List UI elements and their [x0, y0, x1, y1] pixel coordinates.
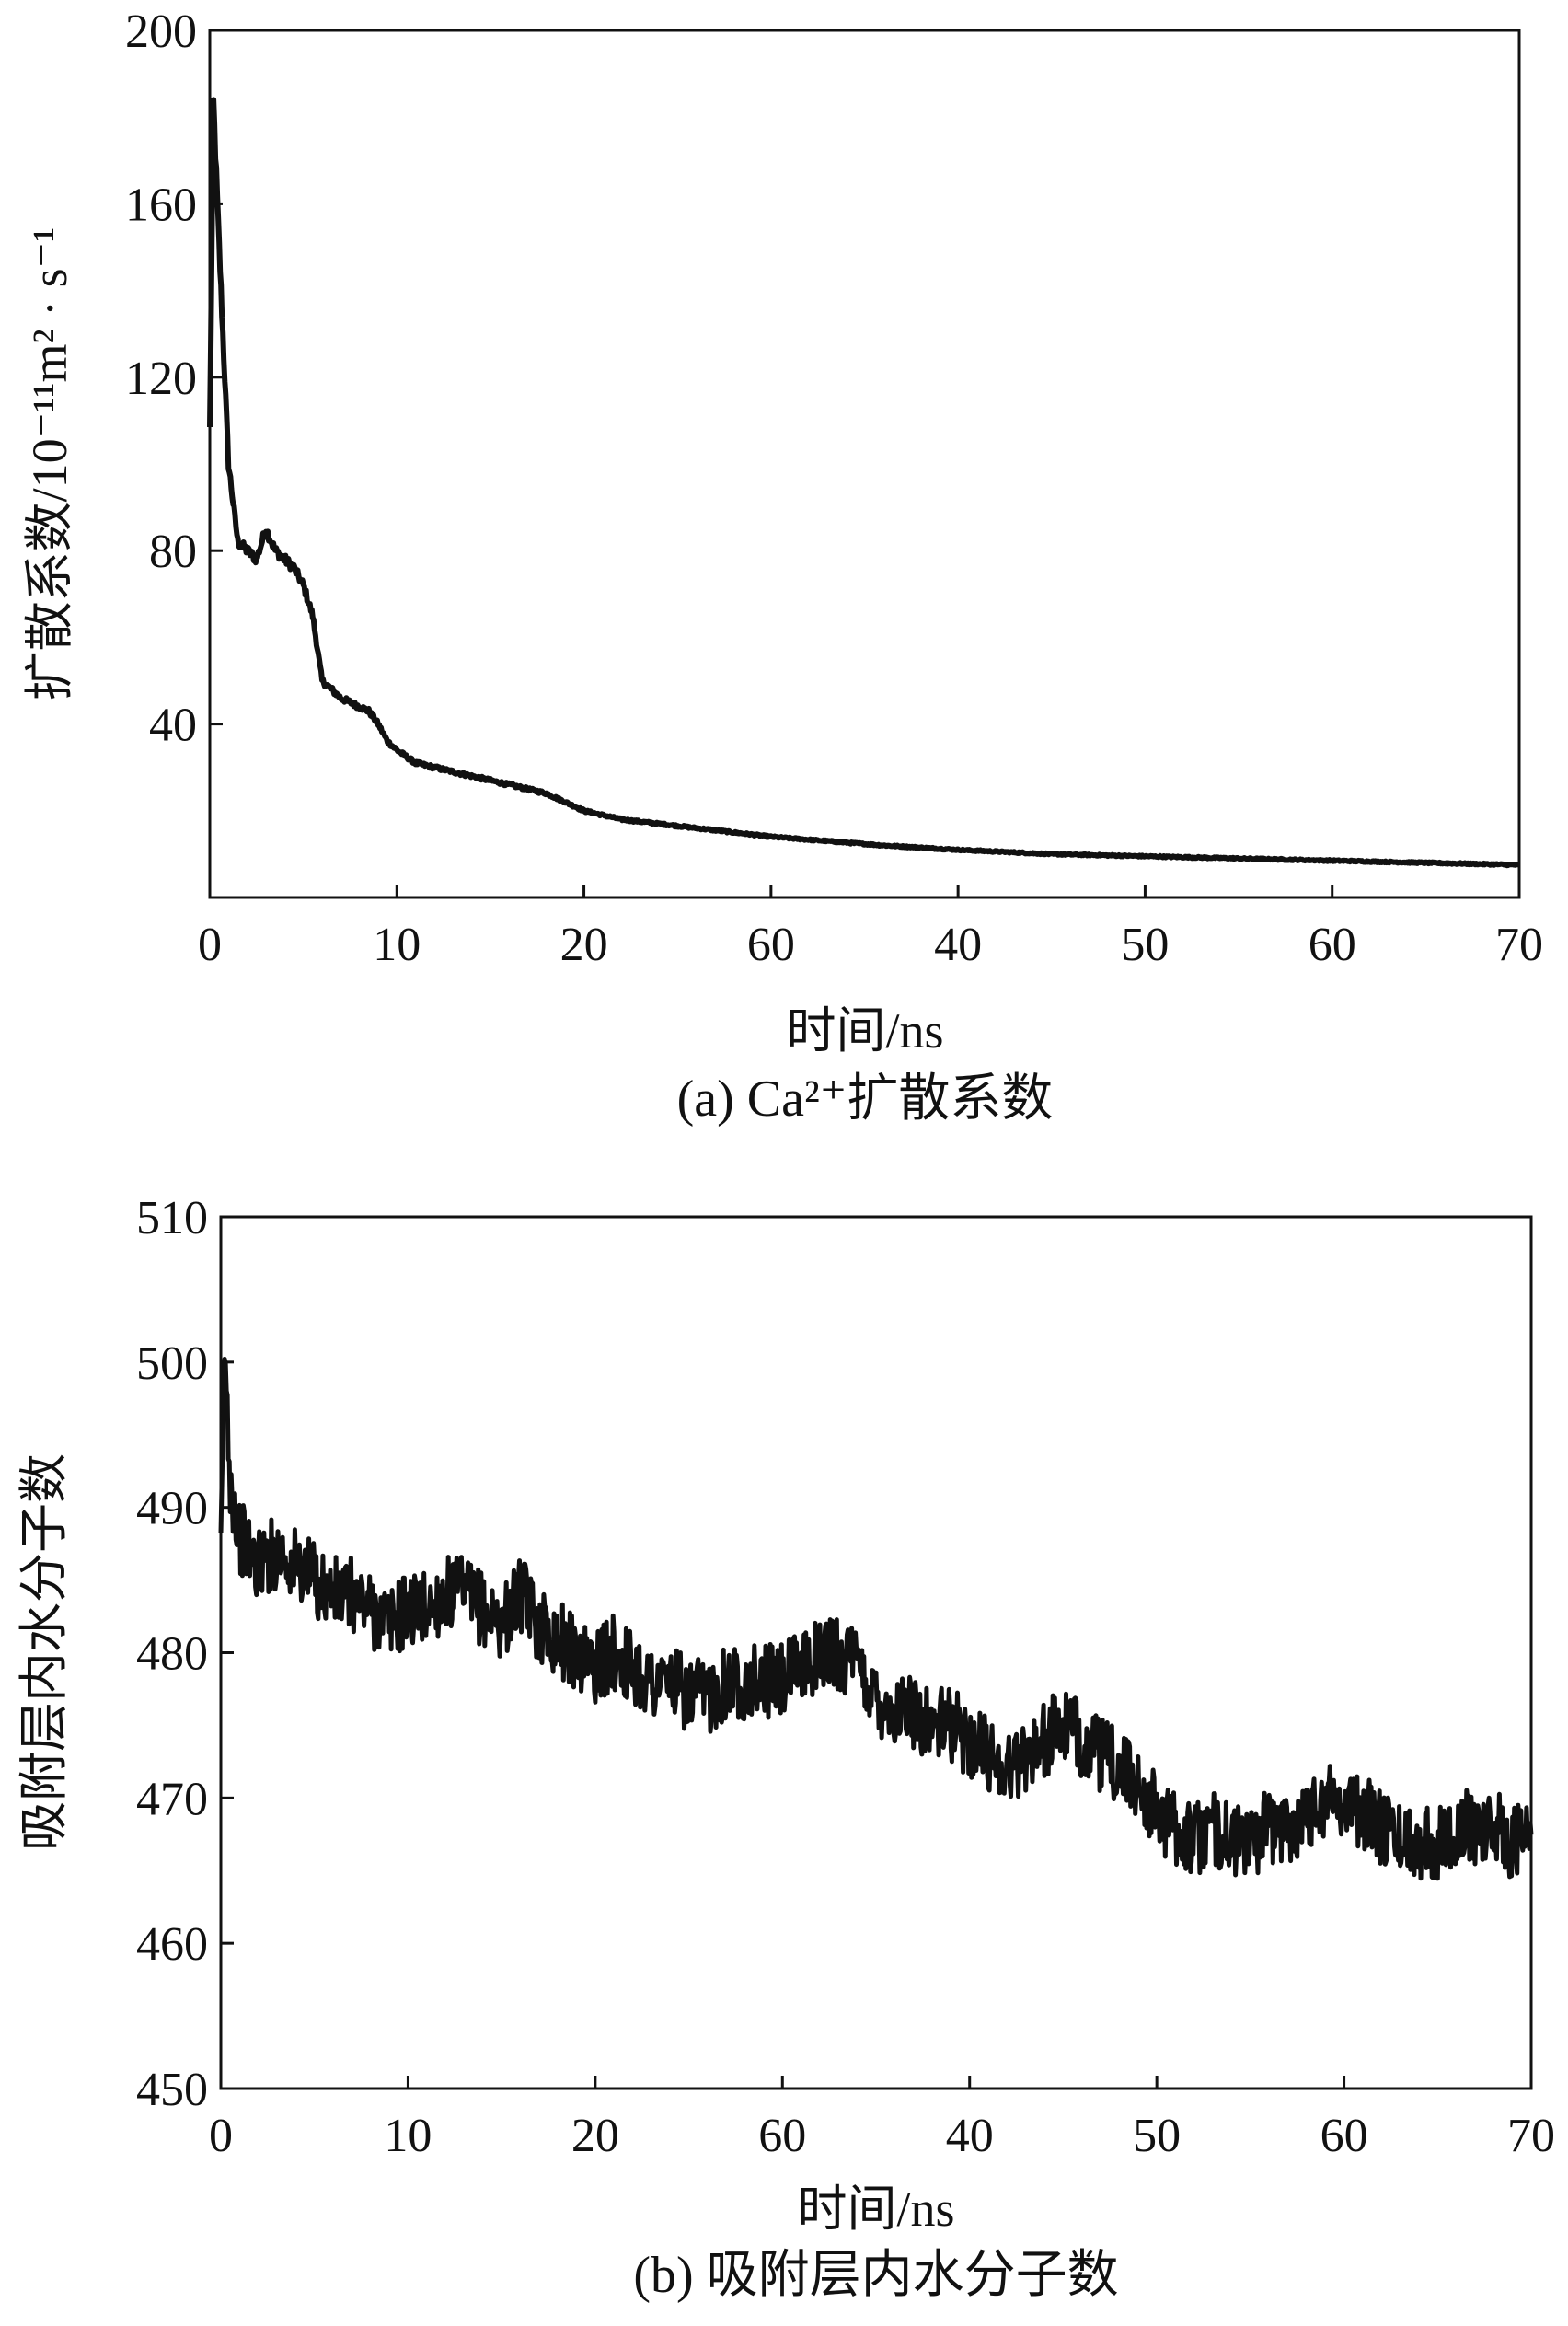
x-tick-label-a: 40: [934, 919, 982, 971]
x-tick-label-b: 40: [946, 2110, 994, 2162]
y-tick-label-a: 160: [125, 179, 197, 231]
y-tick-label-b: 510: [136, 1192, 208, 1244]
y-tick-label-b: 450: [136, 2064, 208, 2116]
x-tick-label-b: 10: [384, 2110, 432, 2162]
x-tick-label-b: 0: [209, 2110, 233, 2162]
series-line-a: [207, 97, 1521, 869]
x-tick-label-b: 60: [1320, 2110, 1368, 2162]
x-tick-label-a: 50: [1121, 919, 1169, 971]
x-tick-label-a: 10: [373, 919, 421, 971]
y-tick-label-a: 80: [149, 526, 197, 578]
x-axis-title-a: 时间/ns: [786, 1003, 943, 1059]
x-tick-label-b: 70: [1507, 2110, 1555, 2162]
x-tick-label-a: 0: [198, 919, 222, 971]
y-tick-label-b: 480: [136, 1628, 208, 1681]
caption-b: (b) 吸附层内水分子数: [633, 2247, 1118, 2304]
diffusion-coefficient-chart: 0 10 20 60 40 50 60 70 40 80 120 160 200 扩散系数/10⁻¹¹m…: [22, 6, 1543, 1128]
x-tick-label-b: 20: [571, 2110, 619, 2162]
y-axis-title-a: 扩散系数/10⁻¹¹m² · s⁻¹: [22, 227, 77, 701]
caption-a: (a) Ca²⁺扩散系数: [677, 1070, 1054, 1128]
y-tick-label-b: 470: [136, 1773, 208, 1825]
y-axis-title-b: 吸附层内水分子数: [17, 1453, 72, 1851]
y-tick-label-a: 40: [149, 700, 197, 752]
y-tick-label-b: 500: [136, 1337, 208, 1390]
x-axis-title-b: 时间/ns: [797, 2181, 954, 2237]
x-tick-label-a: 70: [1495, 919, 1543, 971]
axis-ticks-b: 0 10 20 60 40 50 60 70 450 460 470 480 490 500 510: [136, 1192, 1555, 2162]
x-tick-label-a: 20: [560, 919, 608, 971]
x-tick-label-b: 50: [1133, 2110, 1181, 2162]
plot-frame-b: [219, 1215, 1533, 2090]
y-tick-label-b: 490: [136, 1483, 208, 1535]
axis-ticks-a: 0 10 20 60 40 50 60 70 40 80 120 160 200: [125, 6, 1543, 971]
y-tick-label-b: 460: [136, 1918, 208, 1971]
plot-frame-a: [208, 29, 1521, 899]
x-tick-label-a: 60: [1309, 919, 1356, 971]
y-tick-label-a: 120: [125, 353, 197, 405]
y-tick-label-a: 200: [125, 6, 197, 58]
x-tick-label-b: 60: [758, 2110, 806, 2162]
adsorbed-water-chart: 0 10 20 60 40 50 60 70 450 460 470 480 490 500 510 吸附层…: [17, 1192, 1555, 2304]
series-line-b: [218, 1357, 1534, 1881]
x-tick-label-a: 60: [747, 919, 795, 971]
